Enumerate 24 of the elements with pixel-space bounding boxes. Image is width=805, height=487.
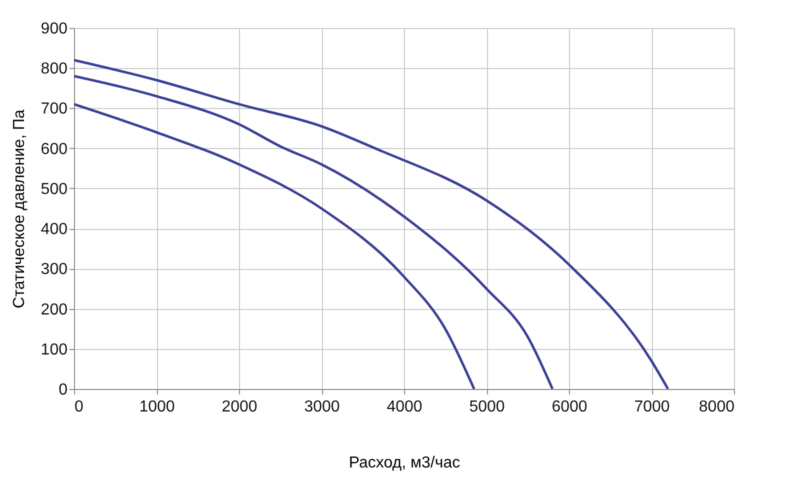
- y-tick-label: 100: [40, 341, 68, 358]
- y-tick-label: 600: [40, 140, 68, 158]
- x-tick-label: 2000: [222, 398, 258, 416]
- y-tick-label: 700: [40, 100, 68, 118]
- x-axis-title: Расход, м3/час: [348, 454, 460, 472]
- y-tick-label: 500: [40, 180, 68, 198]
- y-tick-label: 0: [58, 382, 68, 398]
- x-tick-label: 8000: [698, 398, 735, 416]
- y-tick-label: 200: [40, 301, 68, 318]
- line-series: [74, 102, 476, 389]
- y-tick-label: 400: [40, 221, 68, 238]
- line-series: [74, 74, 554, 389]
- y-tick-label: 800: [40, 60, 68, 78]
- line-series: [74, 58, 670, 389]
- x-tick-label: 3000: [304, 398, 340, 416]
- y-axis-title: Статическое давление, Па: [10, 110, 28, 308]
- x-tick-label: 4000: [386, 398, 422, 416]
- x-tick-label: 6000: [552, 398, 588, 416]
- x-tick-label: 5000: [469, 398, 505, 416]
- y-tick-label: 900: [40, 20, 68, 38]
- y-tick-label: 300: [40, 261, 68, 278]
- x-tick-label: 0: [74, 398, 84, 416]
- x-tick-label: 1000: [139, 398, 175, 416]
- x-tick-label: 7000: [634, 398, 670, 416]
